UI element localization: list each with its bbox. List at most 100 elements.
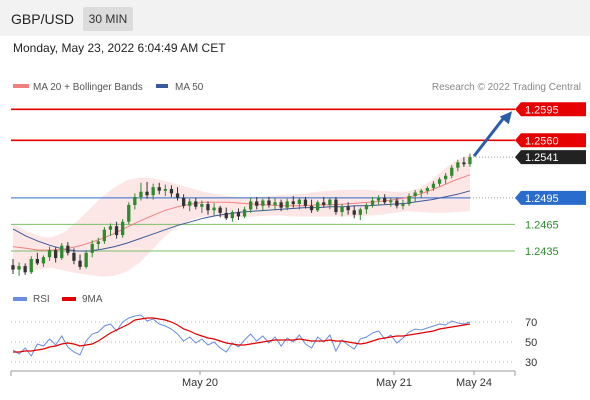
candle-body [437,179,442,184]
candle-body [316,202,320,211]
x-axis: May 20 May 21 May 24 [10,370,516,389]
candle-body [151,187,155,196]
rsi-line [12,314,471,357]
level-tag-0 [515,102,586,117]
candle-body [90,243,94,253]
candle-body [279,202,283,208]
rsi-plot: 70 50 30 [11,314,537,369]
level-label-4: 1.2465 [525,219,559,231]
candle-body [54,250,58,259]
timeframe-badge[interactable]: 30 MIN [83,7,133,31]
level-label-3: 1.2495 [525,193,559,205]
candle-body [72,252,76,261]
candle-body [224,212,228,219]
candle-body [41,257,46,264]
candle-body [370,200,375,205]
candle-body [297,199,301,204]
trend-arrow-head [499,111,512,125]
candle-body [242,209,247,217]
candle-body [175,193,180,198]
candle-body [352,210,356,215]
candle-body [389,200,393,203]
candle-body [401,204,405,206]
candle-body [364,204,369,210]
candle-body [145,191,149,196]
candle-body [84,252,88,267]
level-label-1: 1.2560 [525,135,559,147]
candle-body [291,201,295,205]
candle-body [218,207,222,213]
legend-swatch-ma20 [13,84,29,88]
rsi-tick-label-1: 50 [525,337,537,349]
candle-body [261,200,265,206]
level-tag-1 [515,133,586,148]
legend-rsi-label: RSI [33,294,50,305]
candle-body [163,189,167,191]
candle-body [194,201,198,207]
candle-body [340,206,344,212]
rsi-tick-label-2: 30 [525,357,537,369]
x-tick-label-0: May 20 [182,377,218,389]
candle-body [322,202,326,205]
legend-swatch-ma50 [156,84,168,88]
candle-body [96,241,100,244]
candle-body [133,197,137,205]
candle-body [431,183,436,189]
trend-arrow-shaft [472,115,507,158]
candle-body [200,204,204,207]
candle-body [35,259,39,264]
x-tick-label-1: May 21 [376,377,412,389]
candle-body [425,188,429,191]
candle-body [17,266,21,270]
candle-body [413,192,417,196]
candle-body [127,204,131,222]
rsi-9ma-line [13,317,471,353]
candle-body [11,265,15,270]
candle-body [121,221,125,236]
legend-swatch-rsi [13,297,27,301]
candle-body [468,157,472,165]
candle-body [419,190,423,193]
candle-body [309,205,314,211]
level-label-0: 1.2595 [525,104,559,116]
level-label-2: 1.2541 [525,152,559,164]
candle-body [334,199,338,212]
candle-body [169,189,174,194]
chart-header: GBP/USD 30 MIN [0,0,590,36]
x-tick-label-2: May 24 [456,377,492,389]
rsi-legend: RSI 9MA [13,294,103,305]
candle-body [47,250,52,258]
timestamp-label: Monday, May 23, 2022 6:04:49 AM CET [13,41,226,55]
candle-body [139,191,143,197]
candle-body [456,162,460,168]
rsi-tick-label-0: 70 [525,317,537,329]
legend-ma50-label: MA 50 [175,82,204,93]
candle-body [182,197,186,206]
candle-body [23,266,27,273]
candle-body [376,197,381,201]
candle-body [188,201,192,206]
candle-body [267,200,271,205]
level-label-5: 1.2435 [525,246,559,258]
candle-body [383,197,387,203]
candle-body [328,199,332,205]
candle-body [255,201,259,206]
candle-body [102,229,106,242]
candle-body [236,212,241,217]
candle-body [230,212,234,219]
candle-body [395,200,399,206]
candle-body [358,209,362,215]
candle-body [450,167,454,176]
candle-body [407,196,411,205]
candle-body [303,199,308,206]
candle-body [346,206,350,211]
level-tag-2 [515,150,586,165]
level-tag-3 [515,190,586,205]
candle-body [249,201,253,210]
candle-body [444,175,448,180]
candle-body [462,162,466,165]
ma50-line [12,190,471,252]
candle-body [157,187,161,191]
main-plot: 1.2595 1.2560 1.2541 1.2495 1.2465 1.2435 [11,102,586,277]
